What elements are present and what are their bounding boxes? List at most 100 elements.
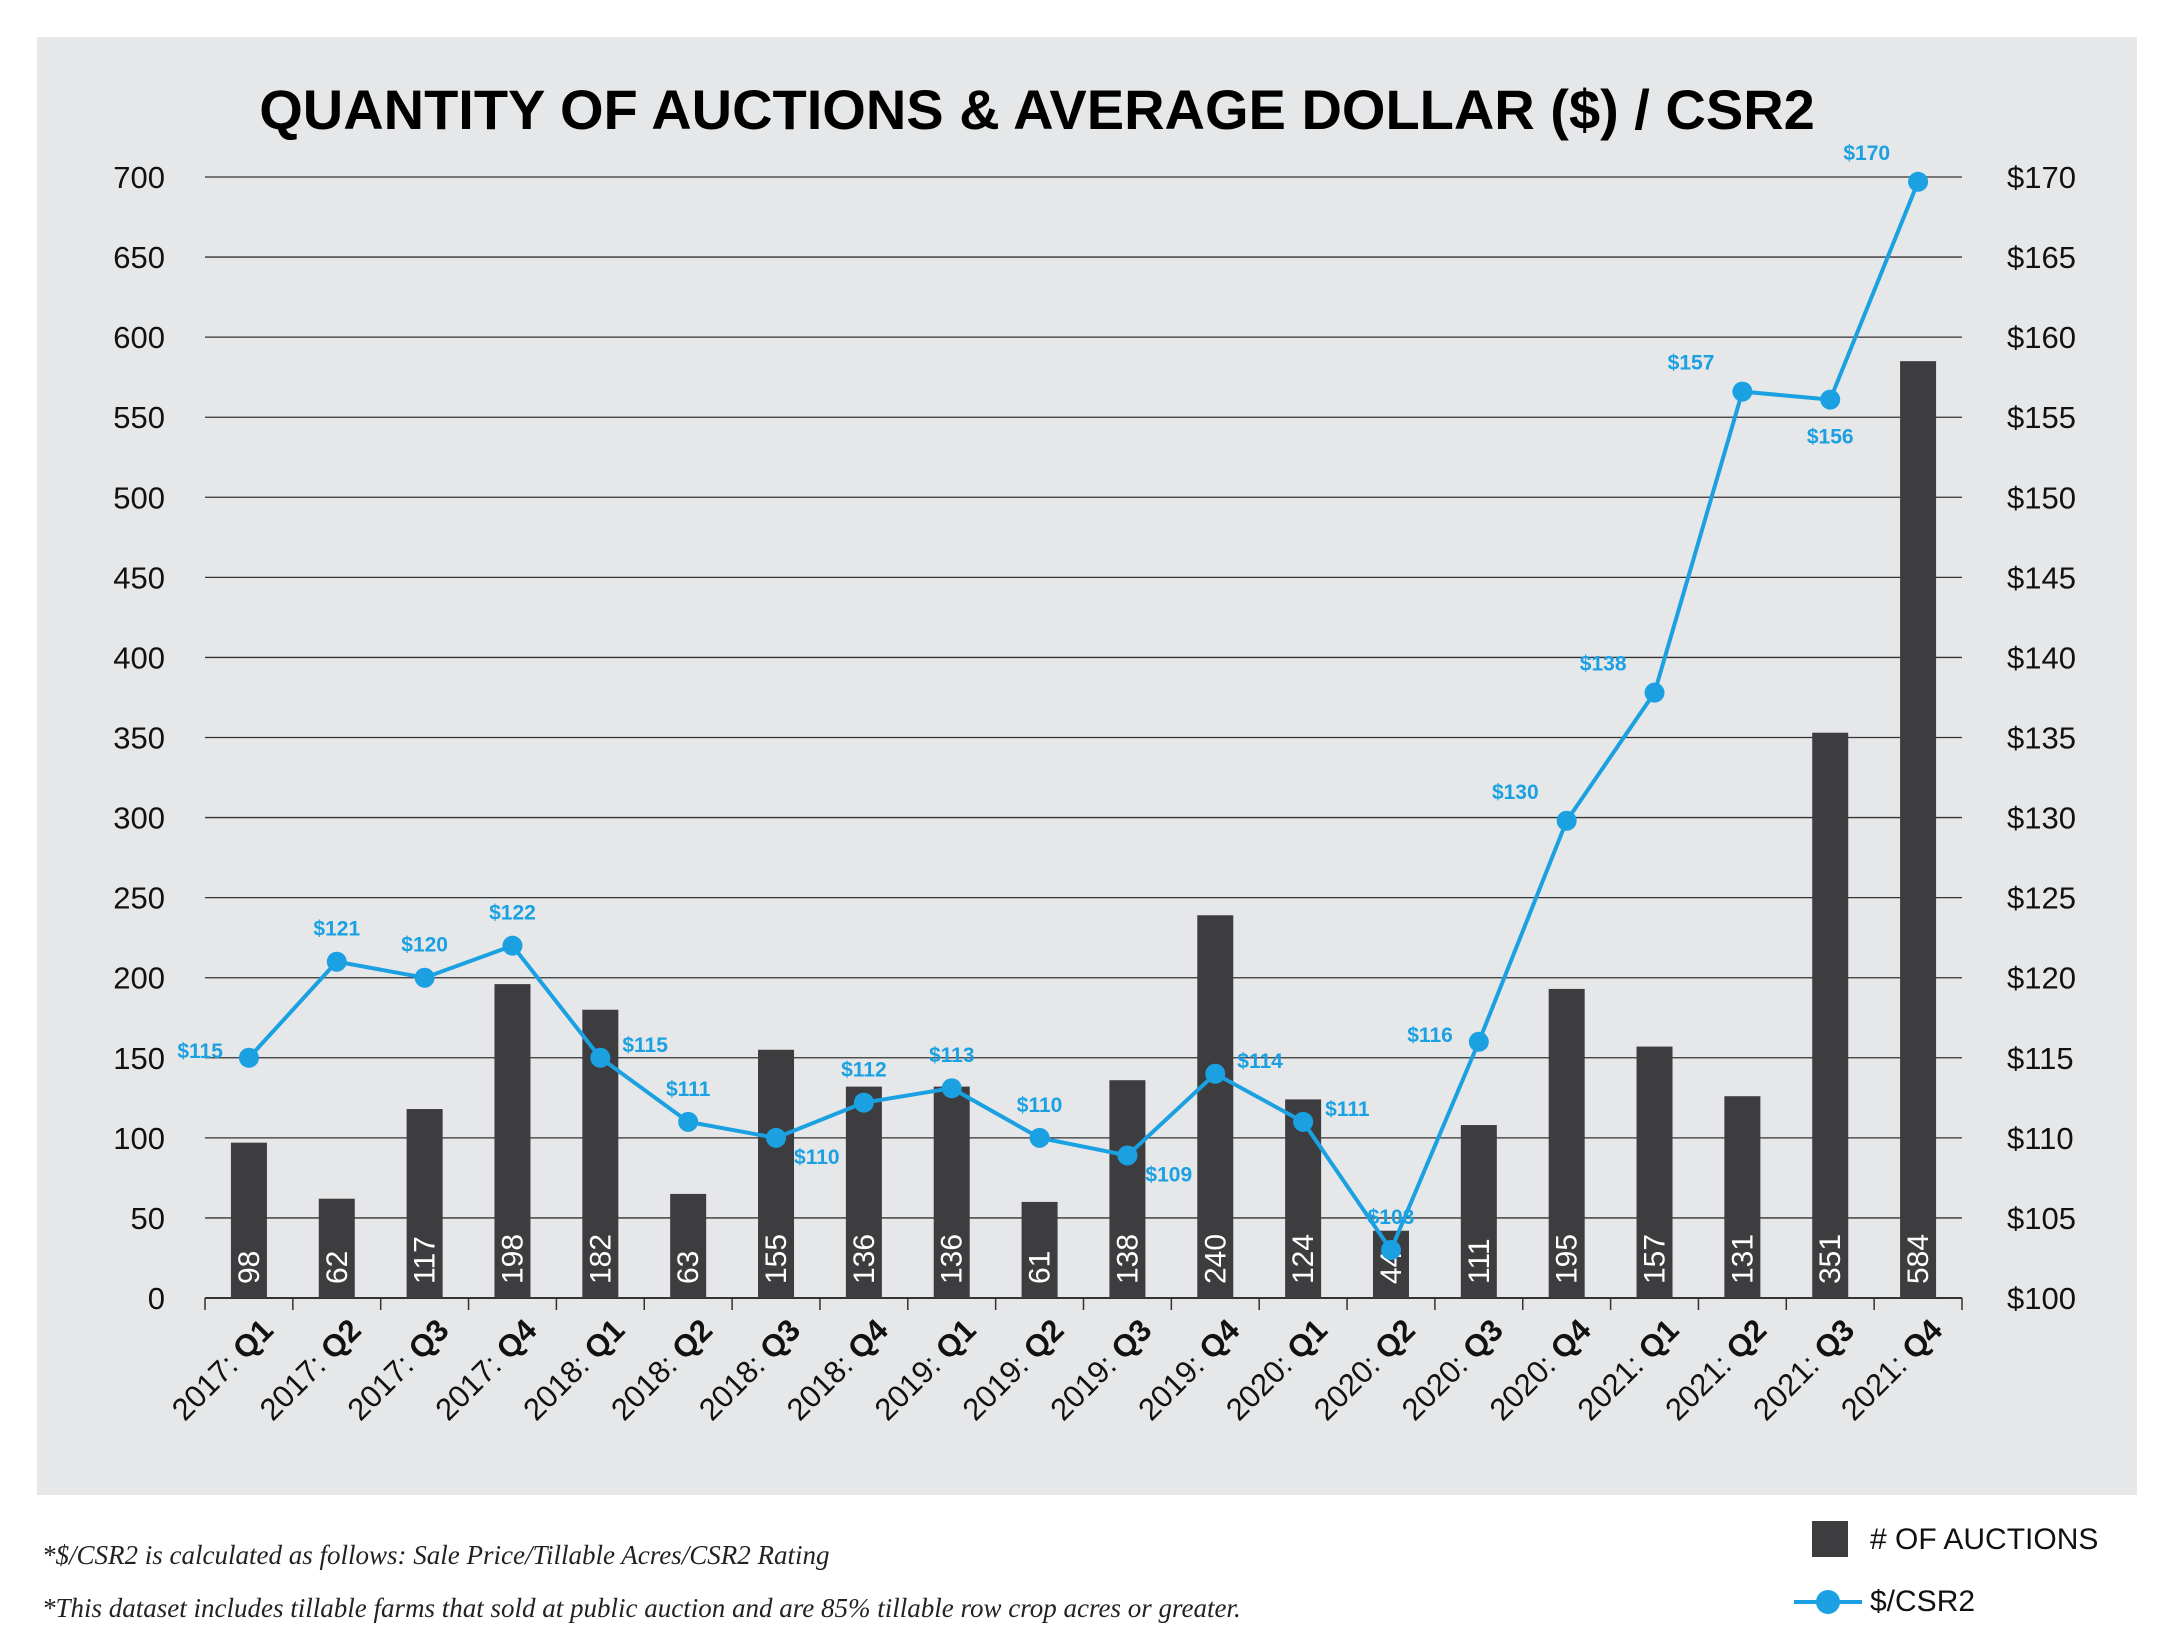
bar-value-label: 240 — [1199, 1234, 1232, 1284]
auction-bar — [494, 984, 531, 1298]
left-tick-label: 300 — [113, 801, 165, 836]
right-tick-label: $135 — [2007, 721, 2076, 756]
legend: # OF AUCTIONS $/CSR2 — [1790, 1515, 2150, 1635]
bar-value-label: 131 — [1726, 1234, 1759, 1284]
footnote-dataset: *This dataset includes tillable farms th… — [42, 1593, 1241, 1623]
legend-line-swatch — [1794, 1590, 1862, 1614]
csr2-point — [1029, 1127, 1050, 1148]
auction-bar — [1285, 1099, 1322, 1298]
auction-bar — [1197, 915, 1234, 1298]
csr2-point — [1117, 1145, 1138, 1166]
right-tick-label: $165 — [2007, 240, 2076, 275]
csr2-point — [1732, 381, 1753, 402]
auction-bar — [318, 1198, 355, 1298]
csr2-line: $115 $121 $120 $122 $115 $111 $110 $112 $113 $110… — [177, 142, 1929, 1260]
bar-value-label: 155 — [760, 1234, 793, 1284]
gridlines — [204, 176, 1963, 1310]
csr2-value-label: $110 — [1017, 1094, 1063, 1117]
csr2-value-label: $115 — [622, 1034, 668, 1057]
footnote-csr2-formula: *$/CSR2 is calculated as follows: Sale P… — [42, 1540, 830, 1570]
right-tick-label: $150 — [2007, 480, 2076, 515]
bar-value-label: 584 — [1902, 1234, 1935, 1284]
auction-bar — [1724, 1096, 1761, 1298]
csr2-point — [414, 967, 435, 988]
right-tick-label: $170 — [2007, 160, 2076, 195]
csr2-point — [326, 951, 347, 972]
auction-bar — [1900, 361, 1937, 1298]
csr2-value-label: $120 — [401, 934, 448, 957]
left-tick-label: 550 — [113, 400, 165, 435]
left-tick-label: 50 — [131, 1201, 165, 1236]
csr2-value-label: $130 — [1492, 781, 1539, 804]
bar-value-label: 136 — [936, 1234, 969, 1284]
csr2-value-label: $115 — [177, 1040, 223, 1063]
bar-value-label: 351 — [1814, 1234, 1847, 1284]
csr2-value-label: $116 — [1407, 1024, 1453, 1047]
csr2-point — [941, 1078, 962, 1099]
auction-bar — [1636, 1046, 1673, 1298]
csr2-point — [678, 1111, 699, 1132]
csr2-point — [238, 1047, 259, 1068]
csr2-point — [1205, 1063, 1226, 1084]
bars: 98 62 117 198 182 63 155 136 136 61 138 240 124 44 111… — [230, 361, 1937, 1298]
csr2-point — [1380, 1239, 1401, 1260]
right-tick-label: $130 — [2007, 801, 2076, 836]
legend-item-csr2: $/CSR2 — [1790, 1577, 2150, 1627]
csr2-point — [766, 1127, 787, 1148]
auction-bar — [1812, 732, 1849, 1298]
csr2-value-label: $114 — [1237, 1050, 1283, 1073]
auction-bar — [1460, 1125, 1497, 1298]
bar-value-label: 61 — [1024, 1251, 1057, 1284]
left-tick-label: 650 — [113, 240, 165, 275]
left-tick-label: 150 — [113, 1041, 165, 1076]
bar-value-label: 195 — [1551, 1234, 1584, 1284]
csr2-value-label: $156 — [1807, 426, 1854, 449]
csr2-point — [590, 1047, 611, 1068]
left-tick-label: 350 — [113, 721, 165, 756]
csr2-line-path — [247, 181, 1920, 1255]
csr2-point — [1293, 1111, 1314, 1132]
right-tick-label: $125 — [2007, 881, 2076, 916]
csr2-point — [1556, 810, 1577, 831]
csr2-value-label: $170 — [1843, 142, 1890, 165]
left-tick-label: 250 — [113, 881, 165, 916]
auction-bar — [406, 1109, 443, 1298]
csr2-value-label: $122 — [489, 902, 536, 925]
csr2-value-label: $109 — [1145, 1163, 1192, 1186]
left-tick-label: 0 — [148, 1281, 165, 1316]
csr2-value-label: $111 — [1325, 1098, 1370, 1121]
bar-value-label: 138 — [1111, 1234, 1144, 1284]
auction-bar — [758, 1049, 795, 1298]
left-tick-label: 200 — [113, 961, 165, 996]
left-tick-label: 100 — [113, 1121, 165, 1156]
right-tick-label: $140 — [2007, 640, 2076, 675]
right-tick-label: $120 — [2007, 961, 2076, 996]
csr2-value-label: $138 — [1580, 653, 1627, 676]
legend-auctions-label: # OF AUCTIONS — [1870, 1523, 2099, 1556]
bar-value-label: 62 — [321, 1251, 354, 1284]
auction-bar — [1109, 1080, 1146, 1298]
chart-panel: QUANTITY OF AUCTIONS & AVERAGE DOLLAR ($… — [37, 37, 2137, 1495]
right-tick-label: $105 — [2007, 1201, 2076, 1236]
auction-bar — [230, 1142, 267, 1298]
auction-bar — [845, 1086, 882, 1298]
left-tick-label: 450 — [113, 560, 165, 595]
csr2-point — [502, 935, 523, 956]
right-axis-ticks: $100 $105 $110 $115 $120 $125 $130 $135 $140 $145… — [2007, 160, 2076, 1316]
csr2-point — [1908, 171, 1929, 192]
left-tick-label: 700 — [113, 160, 165, 195]
bar-value-label: 117 — [409, 1236, 442, 1284]
csr2-value-label: $157 — [1668, 352, 1715, 375]
left-tick-label: 500 — [113, 480, 165, 515]
right-tick-label: $115 — [2007, 1041, 2074, 1076]
right-tick-label: $100 — [2007, 1281, 2076, 1316]
chart-title: QUANTITY OF AUCTIONS & AVERAGE DOLLAR ($… — [259, 78, 1815, 141]
bar-value-label: 98 — [233, 1251, 266, 1284]
legend-item-auctions: # OF AUCTIONS — [1790, 1515, 2150, 1565]
left-tick-label: 600 — [113, 320, 165, 355]
csr2-value-label: $103 — [1368, 1206, 1415, 1229]
csr2-point — [853, 1092, 874, 1113]
bar-value-label: 182 — [584, 1234, 617, 1284]
auction-bar — [670, 1193, 707, 1298]
csr2-value-label: $121 — [313, 918, 360, 941]
